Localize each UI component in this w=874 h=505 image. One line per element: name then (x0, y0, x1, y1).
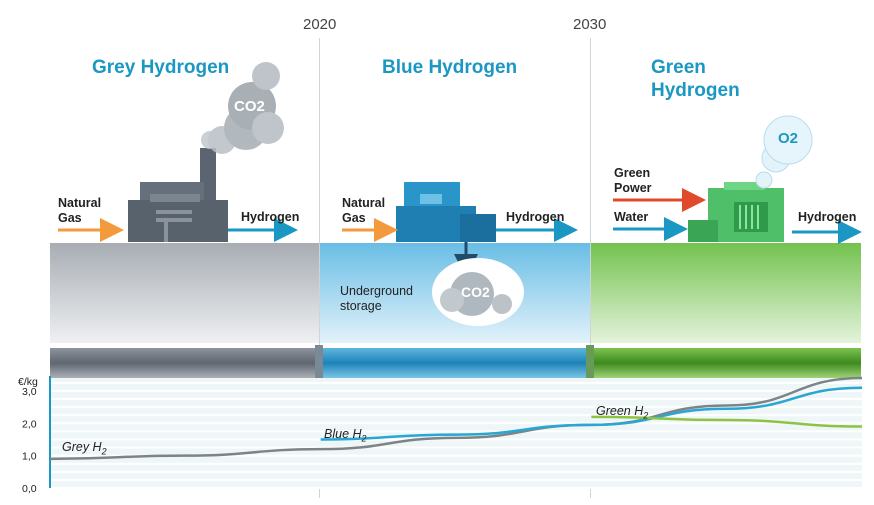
series-name-grey: Grey H2 (62, 440, 107, 457)
pipe-joint-2020 (315, 345, 323, 381)
y-axis-unit-label: €/kg (18, 376, 38, 388)
storage-label: Underground storage (340, 284, 413, 313)
series-line-blue (320, 386, 863, 441)
series-line-grey (49, 376, 863, 461)
subscript-2: 2 (643, 410, 649, 421)
series-line-green (591, 415, 863, 428)
series-label-green: Green H2 (596, 404, 648, 421)
co2-storage-bubble-icon (440, 272, 512, 316)
water-label: Water (614, 210, 649, 224)
series-name-blue: Blue H2 (324, 427, 367, 444)
blue-co2-label: CO2 (461, 284, 490, 300)
blue-pipeline (320, 348, 590, 378)
series-label-grey: Grey H2 (62, 440, 107, 457)
chart-lines (49, 376, 863, 461)
stage-title-green: Green Hydrogen (651, 57, 740, 101)
blue-input-label: Natural Gas (342, 196, 386, 225)
green-output-label: Hydrogen (798, 210, 857, 224)
grey-input-label: Natural Gas (58, 196, 102, 225)
grey-ground-band (50, 243, 319, 343)
stage-title-blue: Blue Hydrogen (382, 57, 518, 78)
series-label-blue: Blue H2 (324, 427, 367, 444)
grey-output-label: Hydrogen (241, 210, 300, 224)
divider-2020 (319, 38, 320, 498)
divider-2030 (590, 38, 591, 498)
subscript-2: 2 (361, 433, 367, 444)
green-power-label: Green Power (614, 166, 652, 195)
series-name-green: Green H2 (596, 404, 649, 421)
grey-pipeline (50, 348, 319, 378)
factory-icon (128, 148, 228, 242)
blue-output-label: Hydrogen (506, 210, 565, 224)
chart-background (50, 378, 862, 488)
chart-ticks: 0,0 1,0 2,0 3,0 (22, 386, 37, 495)
y-tick-label: 0,0 (22, 483, 37, 495)
green-pipeline (591, 348, 861, 378)
co2-cloud-icon (201, 62, 284, 154)
y-tick-label: 2,0 (22, 418, 37, 430)
year-label-2030: 2030 (573, 16, 607, 33)
cost-chart: 0,0 1,0 2,0 3,0 (22, 376, 863, 495)
year-label-2020: 2020 (303, 16, 337, 33)
o2-bubble-icon (755, 115, 813, 189)
stage-title-grey: Grey Hydrogen (92, 57, 230, 78)
capture-plant-icon (396, 182, 496, 242)
y-tick-label: 3,0 (22, 386, 37, 398)
pipe-joint-2030 (586, 345, 594, 381)
o2-label: O2 (778, 130, 799, 147)
green-ground-band (591, 243, 861, 343)
electrolyzer-icon (688, 182, 784, 242)
chart-grid (49, 376, 862, 489)
subscript-2: 2 (101, 446, 107, 457)
y-tick-label: 1,0 (22, 451, 37, 463)
grey-co2-label: CO2 (234, 98, 265, 115)
